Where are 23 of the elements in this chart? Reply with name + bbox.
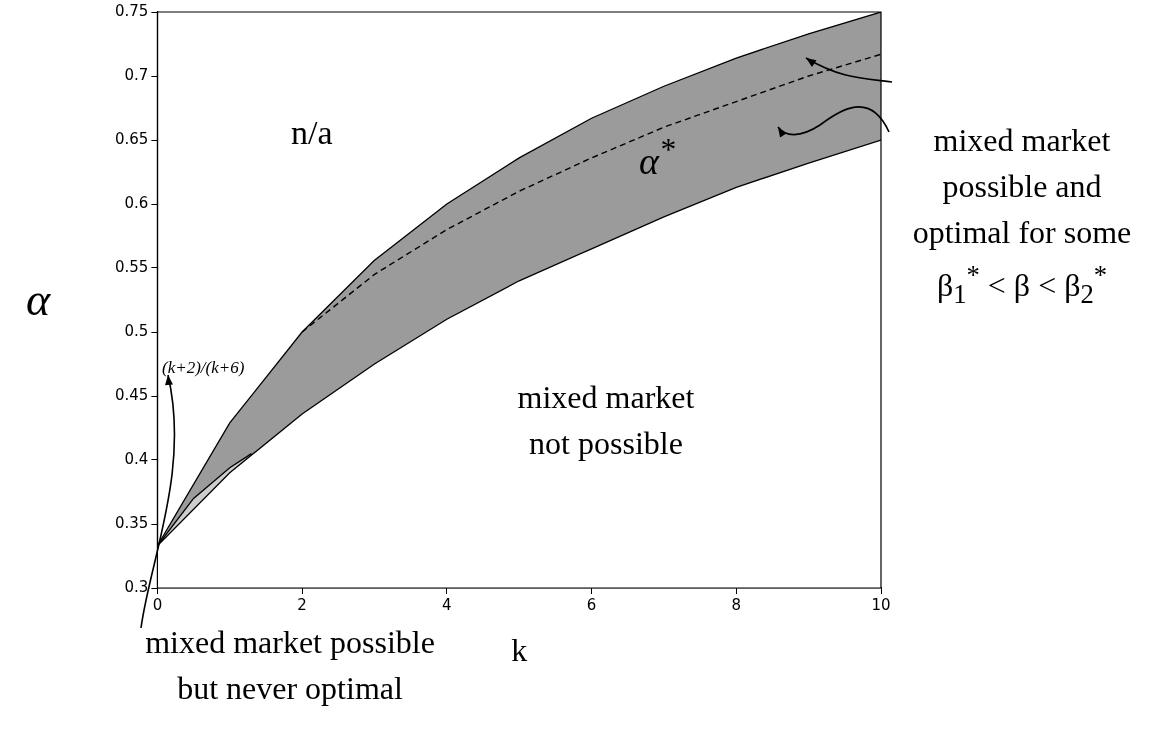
x-tick-label: 2 bbox=[297, 595, 307, 614]
y-tick-label: 0.5 bbox=[124, 321, 149, 340]
text: mixed market possible but never optimal bbox=[144, 622, 436, 708]
y-tick-label: 0.4 bbox=[124, 449, 149, 468]
y-tick-label: 0.75 bbox=[114, 1, 149, 20]
annotation: α$^{*}$ bbox=[639, 131, 675, 184]
annotation: (k+2)/(k+6) bbox=[162, 356, 245, 379]
x-axis-title: k bbox=[511, 631, 528, 670]
x-tick-label: 0 bbox=[152, 595, 163, 614]
y-tick-label: 0.65 bbox=[114, 129, 149, 148]
x-tick-label: 8 bbox=[731, 595, 742, 614]
y-tick-label: 0.7 bbox=[124, 65, 149, 84]
x-tick-label: 4 bbox=[442, 595, 452, 614]
x-tick-label: 10 bbox=[871, 595, 891, 614]
x-tick-label: 6 bbox=[586, 595, 597, 614]
y-tick-label: 0.45 bbox=[114, 385, 149, 404]
y-tick-label: 0.55 bbox=[114, 257, 149, 276]
annotation: n/a bbox=[291, 112, 333, 153]
y-tick-label: 0.6 bbox=[124, 193, 149, 212]
y-axis-title: α bbox=[26, 272, 51, 327]
annotation: mixed market not possible bbox=[516, 377, 696, 463]
y-tick-label: 0.35 bbox=[114, 513, 149, 532]
y-tick-label: 0.3 bbox=[124, 577, 149, 596]
